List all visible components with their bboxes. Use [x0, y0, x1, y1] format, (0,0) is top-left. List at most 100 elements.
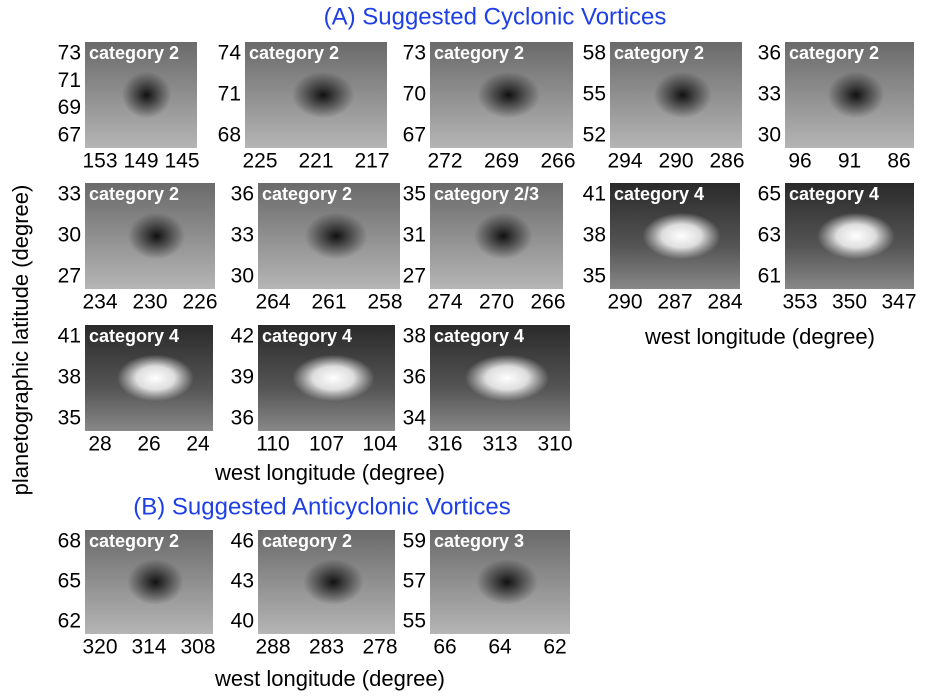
x-tick-label: 266	[530, 291, 565, 314]
y-tick-label: 73	[58, 42, 81, 65]
y-tick-label: 62	[58, 610, 81, 633]
vortex	[292, 355, 374, 402]
panel-label: category 2	[789, 43, 879, 63]
y-axis-label: planetographic latitude (degree)	[8, 185, 33, 496]
vortex	[122, 72, 171, 119]
y-tick-label: 36	[403, 366, 426, 389]
x-tick-label: 64	[488, 636, 512, 659]
y-tick-label: 69	[58, 96, 81, 119]
x-tick-label: 272	[427, 150, 462, 173]
y-tick-label: 58	[583, 42, 606, 65]
y-tick-label: 33	[758, 83, 781, 106]
vortex	[474, 213, 533, 260]
y-tick-label: 52	[583, 124, 606, 147]
y-tick-label: 30	[231, 265, 254, 288]
panel-label: category 2	[614, 43, 704, 63]
x-tick-label: 264	[255, 291, 290, 314]
y-tick-label: 34	[403, 407, 427, 430]
vortex	[828, 72, 885, 119]
y-tick-label: 30	[758, 124, 781, 147]
vortex	[303, 559, 363, 605]
y-tick-label: 38	[58, 366, 81, 389]
panel-label: category 2	[89, 43, 179, 63]
y-tick-label: 43	[231, 570, 254, 593]
panel-label: category 3	[434, 531, 524, 551]
x-axis-label: west longitude (degree)	[214, 460, 445, 485]
y-tick-label: 27	[403, 265, 426, 288]
panel-label: category 2/3	[434, 184, 539, 204]
y-tick-label: 30	[58, 224, 81, 247]
vortex	[128, 213, 185, 260]
panel-label: category 2	[262, 184, 352, 204]
vortex	[465, 355, 549, 402]
y-tick-label: 35	[58, 407, 81, 430]
x-tick-label: 266	[540, 150, 575, 173]
panel-label: category 4	[434, 326, 524, 346]
y-tick-label: 41	[583, 183, 606, 206]
x-tick-label: 278	[362, 636, 397, 659]
y-tick-label: 71	[218, 83, 241, 106]
x-tick-label: 145	[164, 150, 199, 173]
y-tick-label: 68	[218, 124, 241, 147]
x-tick-label: 62	[543, 636, 566, 659]
x-tick-label: 287	[657, 291, 692, 314]
y-tick-label: 41	[58, 325, 81, 348]
y-tick-label: 40	[231, 610, 254, 633]
x-tick-label: 286	[709, 150, 744, 173]
y-tick-label: 59	[403, 530, 426, 553]
panel-label: category 2	[249, 43, 339, 63]
y-tick-label: 42	[231, 325, 254, 348]
y-tick-label: 36	[758, 42, 781, 65]
x-tick-label: 234	[82, 291, 117, 314]
panel-label: category 2	[262, 531, 352, 551]
x-tick-label: 110	[256, 433, 289, 456]
vortex	[643, 213, 721, 260]
vortex	[117, 355, 194, 402]
y-tick-label: 61	[758, 265, 781, 288]
x-tick-label: 226	[182, 291, 217, 314]
x-tick-label: 316	[427, 433, 462, 456]
x-tick-label: 66	[433, 636, 456, 659]
y-tick-label: 33	[58, 183, 81, 206]
y-tick-label: 27	[58, 265, 81, 288]
x-tick-label: 288	[255, 636, 290, 659]
x-tick-label: 261	[311, 291, 346, 314]
x-tick-label: 217	[354, 150, 389, 173]
panel-label: category 4	[789, 184, 879, 204]
x-tick-label: 28	[88, 433, 111, 456]
y-tick-label: 38	[403, 325, 426, 348]
x-tick-label: 96	[788, 150, 811, 173]
y-tick-label: 70	[403, 83, 426, 106]
y-tick-label: 36	[231, 183, 254, 206]
x-tick-label: 153	[82, 150, 117, 173]
x-tick-label: 258	[367, 291, 402, 314]
y-tick-label: 63	[758, 224, 781, 247]
y-tick-label: 38	[583, 224, 606, 247]
panel-label: category 4	[262, 326, 352, 346]
y-tick-label: 31	[403, 224, 426, 247]
x-tick-label: 314	[131, 636, 166, 659]
y-tick-label: 67	[58, 124, 81, 147]
vortex	[292, 72, 354, 119]
vortex	[476, 559, 538, 605]
x-tick-label: 24	[186, 433, 210, 456]
x-tick-label: 294	[607, 150, 642, 173]
x-tick-label: 313	[482, 433, 517, 456]
x-tick-label: 86	[887, 150, 910, 173]
x-tick-label: 91	[838, 150, 861, 173]
panel-label: category 2	[434, 43, 524, 63]
panel-label: category 4	[89, 326, 179, 346]
vortex	[477, 72, 540, 119]
section-title: (B) Suggested Anticyclonic Vortices	[133, 493, 511, 520]
y-tick-label: 65	[758, 183, 781, 206]
x-tick-label: 149	[123, 150, 158, 173]
x-tick-label: 269	[484, 150, 519, 173]
y-tick-label: 68	[58, 530, 81, 553]
x-tick-label: 221	[298, 150, 333, 173]
x-axis-label: west longitude (degree)	[214, 666, 445, 691]
y-tick-label: 35	[403, 183, 426, 206]
y-tick-label: 65	[58, 570, 81, 593]
section-title: (A) Suggested Cyclonic Vortices	[324, 3, 667, 30]
panel-label: category 2	[89, 184, 179, 204]
y-tick-label: 57	[403, 570, 426, 593]
